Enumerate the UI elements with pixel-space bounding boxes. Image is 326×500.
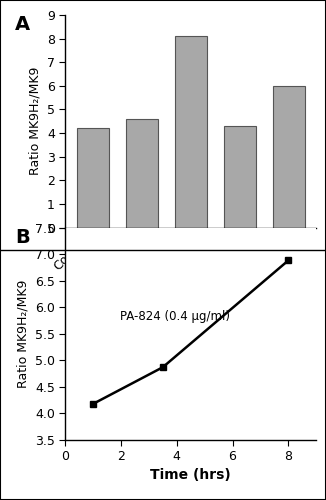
Bar <box>175 36 207 228</box>
Bar <box>273 86 305 228</box>
Bar <box>126 119 157 228</box>
Y-axis label: Ratio MK9H₂/MK9: Ratio MK9H₂/MK9 <box>16 280 29 388</box>
Bar <box>77 128 109 228</box>
Bar <box>224 126 256 228</box>
Text: PA-824 (0.4 μg/ml): PA-824 (0.4 μg/ml) <box>120 310 230 324</box>
Y-axis label: Ratio MK9H₂/MK9: Ratio MK9H₂/MK9 <box>28 67 41 176</box>
Text: A: A <box>15 15 30 34</box>
X-axis label: Time (hrs): Time (hrs) <box>150 468 231 481</box>
Text: B: B <box>15 228 30 246</box>
